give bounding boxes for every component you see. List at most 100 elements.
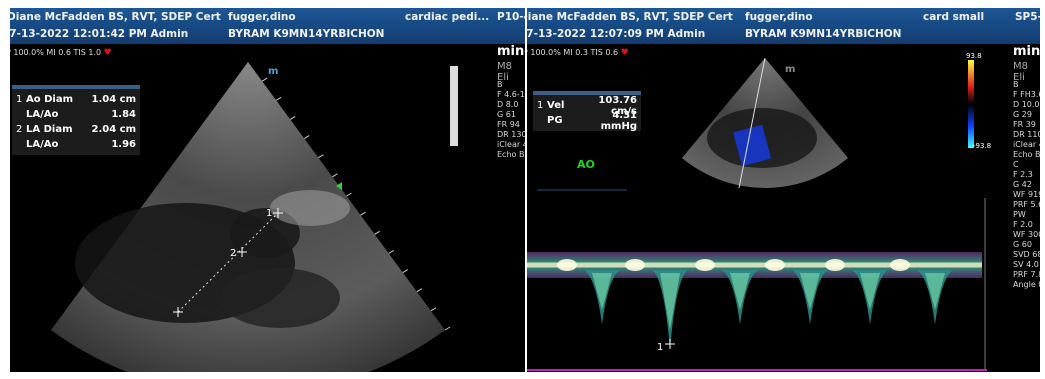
param: PRF 7.8	[1013, 270, 1040, 280]
color-bar	[968, 60, 974, 148]
measure-value: 2.04 cm	[76, 124, 136, 135]
param: G 42	[1013, 180, 1040, 190]
depth-tick	[290, 116, 295, 119]
param: FR 94	[497, 120, 525, 130]
param: D 10.0	[1013, 100, 1040, 110]
param: B	[1013, 80, 1040, 90]
datetime: 07-13-2022 12:07:09 PM Admin	[527, 28, 705, 40]
preset: cardiac pedi...	[405, 11, 489, 23]
doppler-peak	[730, 273, 750, 310]
datetime: 07-13-2022 12:01:42 PM Admin	[10, 28, 188, 40]
param: Echo Bo	[1013, 150, 1040, 160]
depth-tick	[389, 250, 394, 253]
param: iClear 4	[1013, 140, 1040, 150]
chamber	[220, 268, 340, 328]
doppler-peak	[800, 273, 820, 310]
operator: Diane McFadden BS, RVT, SDEP Cert	[10, 11, 221, 23]
doppler-flash	[825, 259, 845, 271]
param: FR 39	[1013, 120, 1040, 130]
param: iClear 4	[497, 140, 525, 150]
param: WF 919	[1013, 190, 1040, 200]
param: PRF 5.6	[1013, 200, 1040, 210]
patient: fugger,dino	[228, 11, 296, 23]
page: 1 2 m Diane McFadden BS, RVT, SDEP Cert …	[0, 0, 1045, 379]
header: Diane McFadden BS, RVT, SDEP Cert fugger…	[10, 8, 525, 44]
scale-min: -93.8	[973, 142, 991, 150]
power: P 100.0% MI 0.3 TIS 0.6	[527, 48, 618, 57]
param: C	[1013, 160, 1040, 170]
doppler-peak	[660, 273, 680, 330]
gray-bar	[450, 66, 458, 146]
param: Echo Bo	[497, 150, 525, 160]
depth-tick	[403, 270, 408, 273]
power: P 100.0% MI 0.6 TIS 1.0	[10, 48, 101, 57]
depth-tick	[431, 308, 436, 311]
measure-value: 1.84	[76, 109, 136, 120]
depth-tick	[445, 327, 450, 330]
brand: mind	[1013, 44, 1040, 59]
orientation-marker: m	[268, 66, 278, 77]
depth-tick	[361, 212, 366, 215]
measure-value: 4.31 mmHg	[597, 110, 637, 132]
doppler-flash	[890, 259, 910, 271]
probe: SP5-1	[1015, 11, 1040, 23]
doppler-flash	[695, 259, 715, 271]
power-line: P 100.0% MI 0.3 TIS 0.6 ♥	[527, 48, 629, 58]
patient: fugger,dino	[745, 11, 813, 23]
wall	[270, 190, 350, 226]
depth-tick	[332, 174, 337, 177]
header: Diane McFadden BS, RVT, SDEP Cert fugger…	[527, 8, 1040, 44]
measure-index: 1	[537, 100, 547, 111]
measure-label: Ao Diam	[26, 94, 76, 105]
view-label: AO	[577, 158, 595, 171]
operator: Diane McFadden BS, RVT, SDEP Cert	[527, 11, 733, 23]
measure-label: PG	[547, 115, 597, 126]
left-image: 1 2 m	[10, 8, 525, 372]
param: D 8.0	[497, 100, 525, 110]
caliper-label: 1	[657, 342, 663, 353]
param: F 2.0	[1013, 220, 1040, 230]
right-image: m 93.8 -93.8 AO 1	[527, 8, 1040, 372]
depth-tick	[276, 97, 281, 100]
param: DR 110	[1013, 130, 1040, 140]
depth-tick	[318, 155, 323, 158]
probe: P10-4	[497, 11, 525, 23]
param: G 61	[497, 110, 525, 120]
left-panel: 1 2 m Diane McFadden BS, RVT, SDEP Cert …	[10, 8, 525, 372]
param: B	[497, 80, 525, 90]
param: SV 4.0	[1013, 260, 1040, 270]
brand: mindr	[497, 44, 525, 59]
depth-tick	[262, 78, 267, 81]
param: F FH3.6	[1013, 90, 1040, 100]
doppler-peak	[925, 273, 945, 310]
measure-value: 1.04 cm	[76, 94, 136, 105]
param: G 29	[1013, 110, 1040, 120]
param: DR 130	[497, 130, 525, 140]
power-line: P 100.0% MI 0.6 TIS 1.0 ♥	[10, 48, 112, 58]
right-panel: m 93.8 -93.8 AO 1 Diane McFadden BS, RVT…	[527, 8, 1040, 372]
measure-label: Vel	[547, 100, 597, 111]
measure-label: LA Diam	[26, 124, 76, 135]
caliper-cross	[665, 339, 675, 349]
patient-id: BYRAM K9MN14YRBICHON	[228, 28, 384, 40]
preset: card small	[923, 11, 984, 23]
measure-index: 2	[16, 124, 26, 135]
param: F 4.6-11	[497, 90, 525, 100]
param: G 60	[1013, 240, 1040, 250]
param: WF 300	[1013, 230, 1040, 240]
param: PW	[1013, 210, 1040, 220]
depth-tick	[417, 289, 422, 292]
doppler-peak	[860, 273, 880, 310]
measure-index: 1	[16, 94, 26, 105]
measure-label: LA/Ao	[26, 109, 76, 120]
orientation-marker: m	[785, 64, 795, 75]
